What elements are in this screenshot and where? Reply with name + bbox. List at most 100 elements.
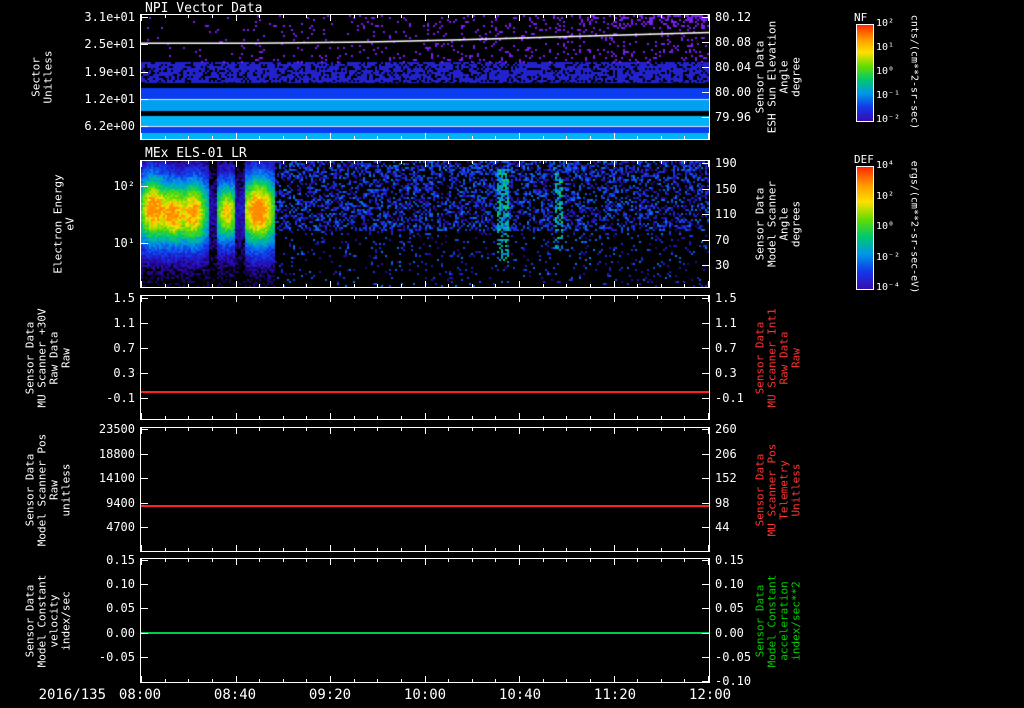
model-scanner-pos-left-tick-label: 4700 [106, 520, 135, 535]
model-scanner-pos-data-line [141, 505, 709, 508]
time-tick [330, 545, 331, 551]
time-tick [542, 428, 544, 431]
time-tick [519, 296, 520, 302]
time-tick [306, 548, 308, 551]
time-tick [660, 416, 662, 419]
panel-npi-vector [140, 14, 710, 140]
time-tick [684, 161, 686, 164]
time-tick [235, 296, 237, 302]
axis-label-text: unitless [59, 463, 73, 516]
npi-vector-left-tick-label: 1.2e+01 [84, 91, 135, 106]
time-tick [566, 548, 568, 551]
time-tick [211, 548, 213, 551]
colorbar-nf-tick-label: 10⁻¹ [876, 90, 901, 101]
axis-tick [141, 428, 148, 430]
time-tick [660, 284, 662, 287]
time-tick [188, 416, 190, 419]
time-tick [471, 679, 473, 682]
model-constant-right-tick-label: 0.00 [715, 625, 744, 640]
axis-tick [702, 42, 709, 44]
time-tick [471, 136, 473, 139]
time-tick [519, 161, 520, 167]
date-label: 2016/135 [38, 687, 106, 703]
time-tick [589, 296, 591, 299]
axis-tick [141, 632, 148, 634]
npi-vector-right-tick-label: 79.96 [715, 110, 752, 125]
time-tick [519, 15, 520, 21]
time-tick [353, 284, 355, 287]
colorbar-def-tick-label: 10⁰ [876, 221, 895, 232]
time-tick [211, 161, 213, 164]
mu-scanner-30v-left-tick-label: 1.1 [113, 316, 135, 331]
mex-els-right-tick-label: 190 [715, 156, 737, 171]
time-tick [637, 679, 639, 682]
model-scanner-pos-left-tick-label: 23500 [98, 421, 135, 436]
time-tick [660, 548, 662, 551]
time-tick [164, 296, 166, 299]
time-tick [589, 416, 591, 419]
colorbar-def-title: DEF [854, 153, 874, 166]
time-tick [259, 136, 261, 139]
time-tick [141, 133, 142, 139]
time-tick [613, 161, 615, 167]
axis-tick [702, 117, 709, 119]
time-tick [259, 296, 261, 299]
time-tick [660, 296, 662, 299]
npi-vector-left-tick-label: 1.9e+01 [84, 64, 135, 79]
time-tick [684, 559, 686, 562]
time-tick [495, 679, 497, 682]
time-tick [613, 296, 615, 302]
time-tick [637, 428, 639, 431]
time-tick [400, 679, 402, 682]
time-tick [377, 136, 379, 139]
time-tick [235, 559, 237, 565]
time-tick [330, 296, 331, 302]
time-tick [330, 413, 331, 419]
time-tick [684, 136, 686, 139]
time-tick [566, 15, 568, 18]
time-tick [684, 416, 686, 419]
time-tick [660, 161, 662, 164]
time-tick [660, 428, 662, 431]
time-tick [589, 136, 591, 139]
time-tick [353, 559, 355, 562]
time-tick [613, 133, 615, 139]
panel-model-scanner-pos [140, 427, 710, 552]
axis-tick [702, 239, 709, 241]
time-tick [211, 416, 213, 419]
axis-tick [141, 373, 148, 375]
axis-tick [702, 373, 709, 375]
model-scanner-pos-right-tick-label: 44 [715, 520, 730, 535]
time-tick [495, 559, 497, 562]
npi-vector-left-tick-label: 3.1e+01 [84, 9, 135, 24]
time-tick [282, 559, 284, 562]
model-constant-left-tick-label: 0.10 [106, 577, 135, 592]
time-tick [495, 15, 497, 18]
time-tick [259, 679, 261, 682]
time-tick [306, 161, 308, 164]
mex-els-left-tick-label: 10² [113, 178, 135, 193]
time-tick [613, 559, 615, 565]
colorbar-def-tick-label: 10⁴ [876, 160, 895, 171]
time-tick [259, 416, 261, 419]
time-tick [235, 413, 237, 419]
axis-tick [702, 67, 709, 69]
axis-tick [702, 398, 709, 400]
time-tick [400, 284, 402, 287]
time-tick [708, 559, 709, 565]
time-tick [330, 559, 331, 565]
colorbar-nf-tick-label: 10⁰ [876, 66, 895, 77]
model-constant-data-line [141, 631, 709, 634]
axis-tick [702, 584, 709, 586]
time-tick [377, 161, 379, 164]
time-tick [471, 428, 473, 431]
npi-vector-left-tick-label: 6.2e+00 [84, 119, 135, 134]
time-tick [495, 548, 497, 551]
time-tick [448, 284, 450, 287]
axis-tick [141, 502, 148, 504]
time-tick [424, 133, 426, 139]
time-tick [235, 545, 237, 551]
time-tick [211, 559, 213, 562]
time-tick [637, 416, 639, 419]
axis-tick [141, 16, 148, 18]
